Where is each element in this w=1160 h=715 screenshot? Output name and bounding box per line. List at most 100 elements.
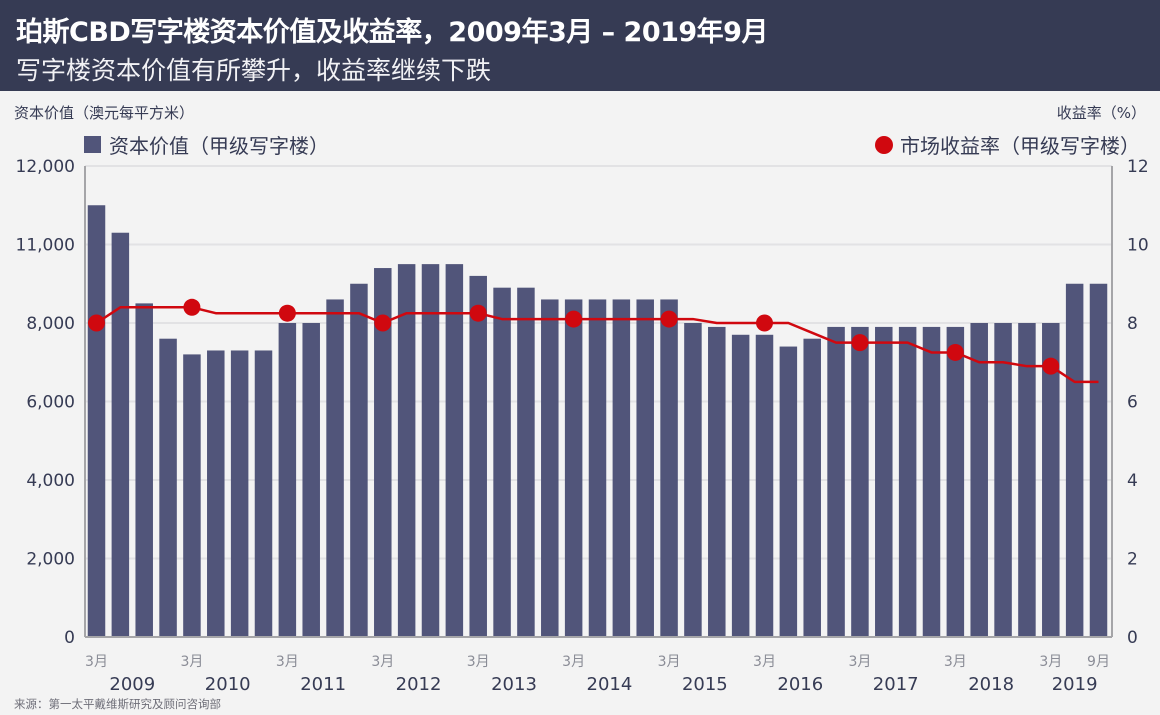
bar	[875, 326, 893, 637]
y-left-tick-label: 8,000	[26, 314, 75, 334]
yield-marker	[565, 310, 583, 328]
y-right-tick-label: 2	[1127, 550, 1138, 570]
bar	[374, 268, 392, 637]
x-month-label: 3月	[276, 654, 299, 670]
x-month-label: 3月	[848, 654, 871, 670]
yield-marker	[851, 334, 869, 352]
x-year-label: 2015	[682, 674, 728, 695]
y-left-tick-label: 12,000	[16, 157, 75, 177]
y-right-tick-label: 10	[1127, 236, 1149, 256]
x-month-label: 3月	[658, 654, 681, 670]
x-year-label: 2018	[968, 674, 1014, 695]
line-series	[88, 298, 1099, 384]
bar	[469, 275, 487, 637]
y-right-tick-label: 6	[1127, 393, 1138, 413]
bar	[731, 334, 750, 637]
bar	[994, 323, 1012, 637]
y-left-tick-label: 11,000	[16, 236, 75, 256]
bar	[111, 232, 130, 637]
x-month-label: 3月	[944, 654, 967, 670]
right-axis-title: 收益率（%）	[1056, 104, 1146, 122]
source-note: 来源：第一太平戴维斯研究及顾问咨询部	[14, 697, 221, 711]
yield-marker	[88, 314, 105, 332]
bar	[254, 350, 273, 637]
bar	[970, 323, 988, 637]
y-right-tick-label: 12	[1127, 157, 1149, 177]
x-year-label: 2014	[587, 674, 633, 695]
chart-header: 珀斯CBD写字楼资本价值及收益率，2009年3月 – 2019年9月 写字楼资本…	[0, 0, 1160, 91]
bar	[135, 303, 153, 637]
bar	[1065, 283, 1084, 637]
y-left-tick-label: 0	[64, 628, 75, 648]
x-year-label: 2012	[396, 674, 442, 695]
yield-marker	[469, 304, 487, 322]
bar	[803, 338, 821, 637]
x-year-label: 2010	[205, 674, 251, 695]
bar	[326, 299, 344, 637]
bar	[946, 326, 965, 637]
x-year-label: 2016	[777, 674, 823, 695]
legend-circle-icon	[875, 135, 893, 154]
x-year-label: 2009	[109, 674, 155, 695]
y-right-tick-label: 8	[1127, 314, 1138, 334]
bar	[445, 264, 464, 637]
y-left-tick-label: 6,000	[26, 393, 75, 413]
x-year-label: 2011	[300, 674, 346, 695]
bar	[207, 350, 225, 637]
bar	[159, 338, 177, 637]
bar	[493, 287, 511, 637]
chart-title: 珀斯CBD写字楼资本价值及收益率，2009年3月 – 2019年9月	[16, 17, 768, 48]
x-month-label: 3月	[753, 654, 776, 670]
legend-yield-label: 市场收益率（甲级写字楼）	[900, 134, 1140, 158]
bar	[684, 323, 702, 637]
bar	[1089, 283, 1108, 637]
yield-marker	[660, 310, 678, 328]
x-month-label: 9月	[1087, 654, 1110, 670]
bar	[922, 326, 941, 637]
bar	[1042, 323, 1060, 637]
axes	[84, 166, 1113, 638]
bar	[612, 299, 631, 637]
bar	[564, 299, 583, 637]
x-month-label: 3月	[371, 654, 394, 670]
bar	[517, 287, 535, 637]
x-month-label: 3月	[85, 654, 108, 670]
bar	[660, 299, 678, 637]
legend-square-icon	[84, 136, 101, 153]
x-month-label: 3月	[1039, 654, 1062, 670]
bar	[183, 354, 201, 637]
x-year-label: 2019	[1052, 674, 1098, 695]
bar	[541, 299, 559, 637]
bar	[278, 323, 297, 637]
yield-marker	[183, 298, 201, 316]
bar	[87, 205, 106, 637]
y-left-tick-label: 2,000	[26, 550, 75, 570]
yield-marker	[946, 343, 964, 361]
yield-marker	[1042, 357, 1060, 375]
bar	[851, 326, 869, 637]
bar	[898, 326, 917, 637]
yield-marker	[756, 314, 773, 332]
y-right-tick-label: 4	[1127, 471, 1138, 491]
bar	[755, 334, 774, 637]
bar	[588, 299, 607, 637]
bar	[302, 323, 320, 637]
left-axis-title: 资本价值（澳元每平方米）	[14, 104, 195, 122]
bar-series	[87, 205, 1108, 637]
bar	[421, 264, 440, 637]
y-right-tick-label: 0	[1127, 628, 1138, 648]
legend-yield: 市场收益率（甲级写字楼）	[875, 130, 1140, 159]
bar	[827, 326, 845, 637]
tick-labels: 12,000 11,000 8,000 6,000 4,000 2,000 0 12 10 8 6 4…	[16, 157, 1149, 695]
yield-line	[95, 306, 1099, 384]
legend-capital-value-label: 资本价值（甲级写字楼）	[109, 134, 329, 158]
yield-marker	[278, 304, 296, 322]
x-year-label: 2013	[491, 674, 537, 695]
x-month-label: 3月	[562, 654, 585, 670]
bar	[230, 350, 249, 637]
x-month-label: 3月	[467, 654, 490, 670]
bar	[397, 264, 416, 637]
bar	[779, 346, 798, 637]
x-year-label: 2017	[873, 674, 919, 695]
